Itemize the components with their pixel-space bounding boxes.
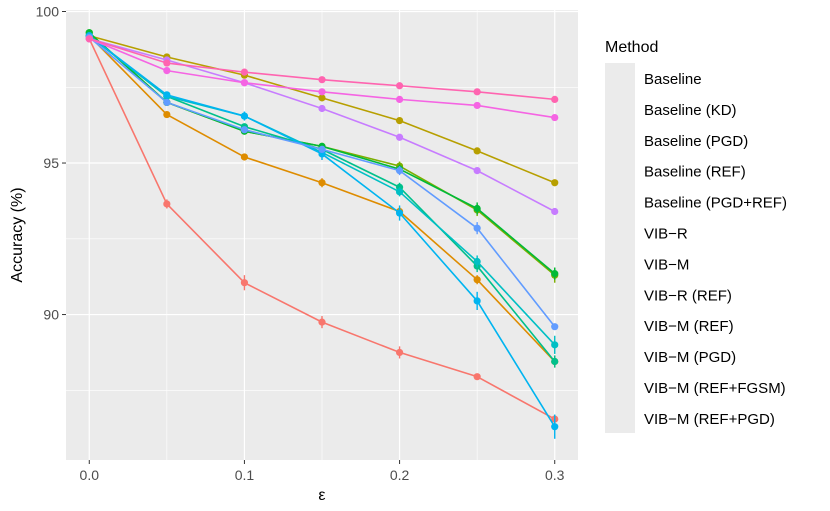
x-axis-title: ε <box>318 487 325 504</box>
data-point <box>163 67 171 75</box>
data-point <box>473 257 481 266</box>
data-point <box>240 279 249 287</box>
data-point <box>395 209 404 217</box>
data-point <box>395 82 404 90</box>
legend-label: VIB−M (REF) <box>644 318 734 335</box>
legend-label: Baseline (PGD) <box>644 133 748 150</box>
data-point <box>551 95 559 103</box>
data-point <box>473 147 481 155</box>
x-tick-label: 0.3 <box>545 467 565 483</box>
legend-label: VIB−R (REF) <box>644 287 732 304</box>
data-point <box>395 188 404 196</box>
data-point <box>473 167 481 175</box>
data-point <box>318 179 326 187</box>
data-point <box>395 95 404 103</box>
legend-label: VIB−M (PGD) <box>644 349 736 366</box>
data-point <box>240 153 249 161</box>
legend-title: Method <box>605 39 658 56</box>
legend-label: VIB−R <box>644 226 688 243</box>
x-tick-label: 0.1 <box>235 467 255 483</box>
legend-label: VIB−M (REF+FGSM) <box>644 380 786 397</box>
data-point <box>163 91 171 99</box>
data-point <box>240 112 249 120</box>
data-point <box>473 101 481 110</box>
data-point <box>551 270 559 278</box>
data-point <box>318 145 326 153</box>
data-point <box>551 207 559 216</box>
series-layer <box>85 29 559 439</box>
legend-label: VIB−M (REF+PGD) <box>644 411 775 428</box>
data-point <box>163 59 171 67</box>
data-point <box>395 117 404 125</box>
y-axis-title: Accuracy (%) <box>9 187 26 282</box>
y-tick-label: 95 <box>43 155 59 171</box>
data-point <box>395 167 404 175</box>
x-tick-label: 0.0 <box>80 467 100 483</box>
legend-label: Baseline (PGD+REF) <box>644 195 787 212</box>
data-point <box>473 204 481 213</box>
data-point <box>318 318 326 326</box>
series-11 <box>85 35 559 103</box>
data-point <box>473 224 481 232</box>
legend-label: VIB−M <box>644 256 689 273</box>
data-point <box>318 76 326 84</box>
data-point <box>240 79 249 87</box>
data-point <box>318 104 326 113</box>
data-point <box>473 373 481 381</box>
data-point <box>551 113 559 122</box>
data-point <box>551 179 559 187</box>
y-tick-label: 100 <box>36 4 60 20</box>
data-point <box>163 110 171 119</box>
legend-key-background <box>605 63 635 433</box>
data-point <box>551 323 559 331</box>
data-point <box>318 88 326 96</box>
y-tick-label: 90 <box>43 307 59 323</box>
data-point <box>163 98 171 107</box>
axis-ticks: 0.0 0.1 0.2 0.3 90 95 100 <box>36 4 565 483</box>
legend-label: Baseline <box>644 71 702 88</box>
legend-label: Baseline (KD) <box>644 102 737 119</box>
data-point <box>473 88 481 96</box>
data-point <box>395 348 404 357</box>
minor-gridlines <box>66 10 578 460</box>
data-point <box>473 276 481 284</box>
data-point <box>85 35 93 43</box>
data-point <box>551 423 559 431</box>
data-point <box>240 68 249 76</box>
legend: Method Baseline Baseline (KD) Baseline (PG… <box>605 39 787 433</box>
data-point <box>473 297 481 305</box>
data-point <box>551 357 559 366</box>
data-point <box>318 94 326 102</box>
series-0 <box>85 35 559 423</box>
data-point <box>240 126 249 134</box>
data-point <box>551 341 559 349</box>
data-point <box>163 200 171 208</box>
data-point <box>395 133 404 141</box>
legend-label: Baseline (REF) <box>644 164 746 181</box>
x-tick-label: 0.2 <box>390 467 410 483</box>
